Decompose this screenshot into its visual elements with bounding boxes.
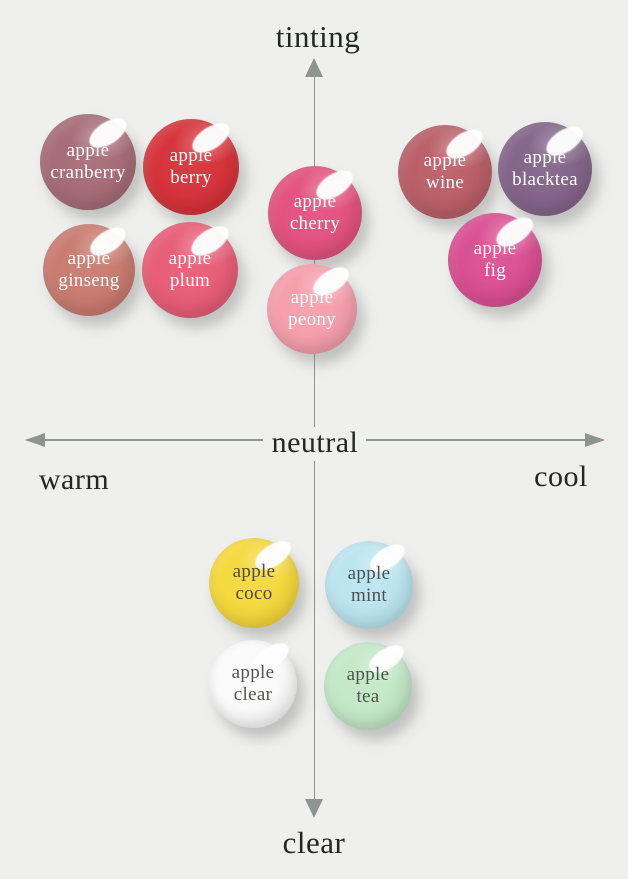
swatch-label-line2: berry <box>170 167 212 188</box>
swatch-label-line1: apple <box>346 663 390 685</box>
swatch-label: apple peony <box>288 287 336 332</box>
swatch-label-line1: apple <box>293 190 337 212</box>
swatch-label-line2: peony <box>288 309 336 330</box>
swatch-apple-fig: apple fig <box>448 210 542 307</box>
swatch-label-line2: clear <box>233 684 273 705</box>
swatch-label: apple blacktea <box>512 147 578 192</box>
swatch-apple-mint: apple mint <box>325 539 413 629</box>
swatch-label: apple plum <box>169 248 212 293</box>
swatch-apple-wine: apple wine <box>398 122 492 219</box>
swatch-label-line1: apple <box>66 139 110 161</box>
swatch-label: apple berry <box>170 145 213 190</box>
swatch-label: apple wine <box>424 150 467 195</box>
swatch-label-line1: apple <box>168 247 212 269</box>
swatch-label: apple tea <box>347 664 390 709</box>
swatch-apple-cherry: apple cherry <box>268 163 362 260</box>
swatch-label: apple cherry <box>290 191 340 236</box>
arrow-right-icon <box>585 433 605 447</box>
swatch-apple-peony: apple peony <box>267 262 357 354</box>
swatch-label-line1: apple <box>523 146 567 168</box>
swatch-label: apple clear <box>232 662 275 707</box>
swatch-label-line2: plum <box>169 270 211 291</box>
horizontal-axis-line-right <box>366 439 603 441</box>
swatch-label-line1: apple <box>232 560 276 582</box>
vertical-axis-line-bottom <box>313 461 315 799</box>
swatch-apple-blacktea: apple blacktea <box>498 119 592 216</box>
swatch-label-line1: apple <box>347 562 391 584</box>
swatch-label: apple ginseng <box>58 248 119 293</box>
swatch-apple-plum: apple plum <box>142 219 238 318</box>
axis-label-cool: cool <box>534 460 588 493</box>
swatch-label-line2: fig <box>483 260 506 281</box>
swatch-label: apple mint <box>348 563 391 608</box>
axis-label-warm: warm <box>38 463 110 496</box>
swatch-label-line2: coco <box>235 583 273 604</box>
arrow-left-icon <box>25 433 45 447</box>
arrow-down-icon <box>305 799 323 818</box>
axis-label-neutral: neutral <box>271 426 359 459</box>
horizontal-axis-line-left <box>27 439 263 441</box>
swatch-label-line1: apple <box>423 149 467 171</box>
swatch-label-line2: ginseng <box>58 270 120 291</box>
swatch-label-line1: apple <box>473 237 517 259</box>
swatch-apple-tea: apple tea <box>324 640 412 730</box>
swatch-label-line2: tea <box>356 686 380 707</box>
arrow-up-icon <box>305 58 323 77</box>
axis-label-clear: clear <box>282 825 346 860</box>
swatch-apple-clear: apple clear <box>209 638 297 728</box>
swatch-label-line2: cherry <box>289 213 341 234</box>
swatch-label-line1: apple <box>169 144 213 166</box>
axis-label-tinting: tinting <box>275 19 361 54</box>
swatch-apple-cranberry: apple cranberry <box>40 111 136 210</box>
swatch-label-line1: apple <box>290 286 334 308</box>
swatch-label-line1: apple <box>231 661 275 683</box>
swatch-label-line2: cranberry <box>50 162 126 183</box>
swatch-label-line2: blacktea <box>512 169 578 190</box>
swatch-label-line2: wine <box>425 172 465 193</box>
swatch-apple-berry: apple berry <box>143 116 239 215</box>
swatch-label: apple fig <box>474 238 517 283</box>
swatch-apple-ginseng: apple ginseng <box>43 222 135 316</box>
swatch-label-line2: mint <box>350 585 388 606</box>
swatch-label: apple coco <box>233 561 276 606</box>
swatch-label-line1: apple <box>67 247 111 269</box>
swatch-apple-coco: apple coco <box>209 536 299 628</box>
swatch-label: apple cranberry <box>50 140 125 185</box>
